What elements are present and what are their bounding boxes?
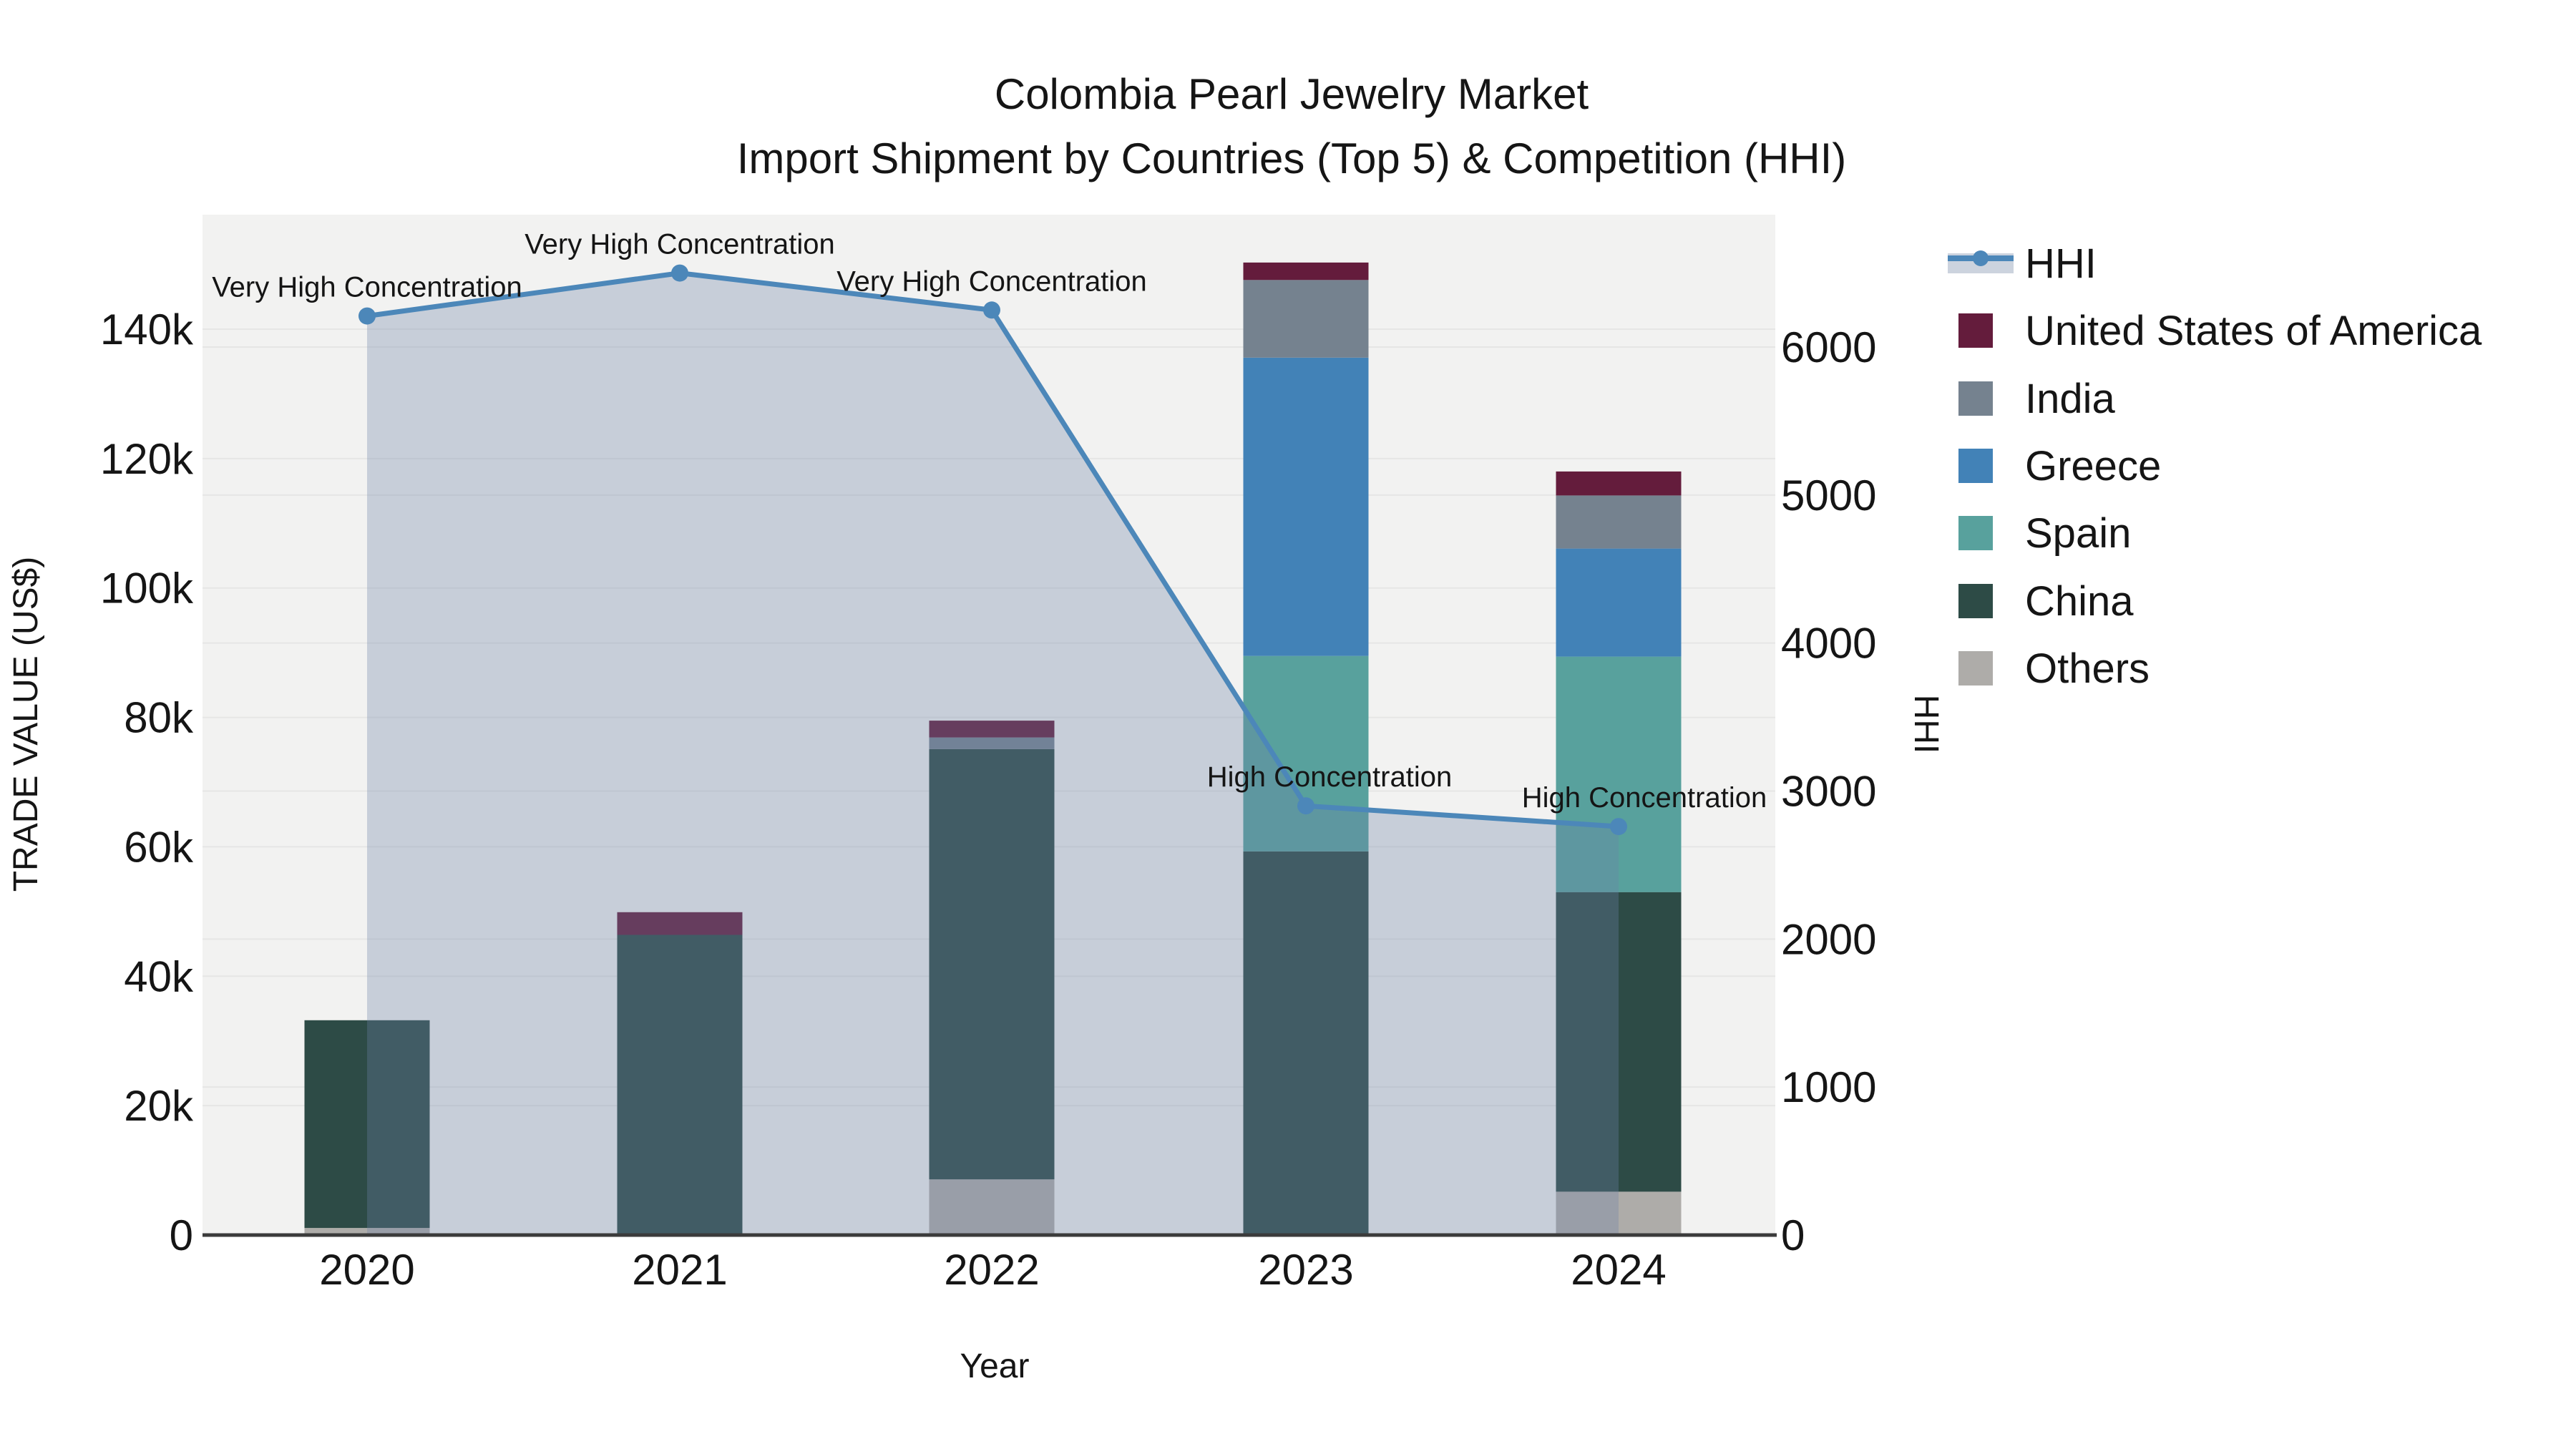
hhi-marker-2022 — [983, 301, 1000, 319]
legend-label-greece: Greece — [2025, 443, 2161, 489]
bar-segment-2023-india — [1243, 280, 1369, 358]
bar-segment-2022-india — [929, 737, 1055, 749]
legend-swatch-china — [1958, 584, 1993, 618]
y-left-tick-80k: 80k — [124, 694, 194, 742]
bar-segment-2023-greece — [1243, 357, 1369, 656]
bar-segment-2022-others — [929, 1179, 1055, 1235]
hhi-marker-2020 — [358, 307, 376, 325]
legend-swatch-india — [1958, 381, 1993, 416]
x-tick-2020: 2020 — [319, 1246, 414, 1294]
bar-segment-2024-spain — [1556, 656, 1682, 892]
x-tick-2024: 2024 — [1571, 1246, 1666, 1294]
y-left-axis-title: TRADE VALUE (US$) — [7, 557, 45, 892]
x-tick-2022: 2022 — [944, 1246, 1039, 1294]
legend-label-united-states-of-america: United States of America — [2025, 308, 2482, 354]
legend-swatch-spain — [1958, 516, 1993, 550]
annotation-2024: High Concentration — [1522, 782, 1767, 814]
bar-segment-2024-china — [1556, 892, 1682, 1192]
annotation-2022: Very High Concentration — [836, 265, 1147, 297]
y-left-tick-60k: 60k — [124, 823, 194, 871]
annotation-2023: High Concentration — [1207, 761, 1452, 793]
y-right-tick-3000: 3000 — [1781, 768, 1876, 816]
legend-swatch-others — [1958, 651, 1993, 686]
y-left-tick-0: 0 — [170, 1211, 193, 1259]
legend-label-hhi: HHI — [2025, 240, 2097, 287]
y-left-tick-100k: 100k — [100, 565, 194, 613]
x-tick-2023: 2023 — [1258, 1246, 1353, 1294]
annotation-2021: Very High Concentration — [525, 229, 835, 260]
bar-segment-2024-greece — [1556, 548, 1682, 657]
bar-segment-2024-united-states-of-america — [1556, 471, 1682, 496]
x-tick-2021: 2021 — [632, 1246, 727, 1294]
bar-segment-2024-others — [1556, 1191, 1682, 1235]
legend-swatch-greece — [1958, 449, 1993, 483]
y-right-tick-4000: 4000 — [1781, 620, 1876, 668]
y-right-tick-6000: 6000 — [1781, 323, 1876, 371]
tick-labels-group: 0 20k 40k 60k 80k 100k 120k 140k 0 1000 2000 3000 40… — [100, 306, 1877, 1294]
chart-title-line2: Import Shipment by Countries (Top 5) & C… — [737, 135, 1847, 182]
legend-label-spain: Spain — [2025, 510, 2131, 557]
hhi-line-group — [358, 264, 1627, 1236]
bar-segment-2022-china — [929, 748, 1055, 1180]
y-left-tick-120k: 120k — [100, 435, 194, 483]
legend: HHI United States of America India Greece Sp… — [1948, 240, 2482, 692]
legend-key-hhi-marker — [1973, 250, 1989, 266]
hhi-area-fill — [367, 273, 1619, 1236]
bar-segment-2023-united-states-of-america — [1243, 262, 1369, 280]
stacked-bars-group — [304, 262, 1682, 1235]
chart-title-line1: Colombia Pearl Jewelry Market — [995, 70, 1589, 118]
y-right-tick-1000: 1000 — [1781, 1063, 1876, 1111]
bar-segment-2020-china — [304, 1020, 430, 1229]
bar-segment-2021-united-states-of-america — [617, 912, 743, 935]
bar-segment-2020-others — [304, 1228, 430, 1235]
y-right-tick-2000: 2000 — [1781, 915, 1876, 963]
y-right-tick-5000: 5000 — [1781, 472, 1876, 519]
y-right-axis-title: HHI — [1907, 695, 1945, 754]
bar-segment-2023-china — [1243, 851, 1369, 1235]
legend-label-india: India — [2025, 376, 2116, 422]
bar-segment-2021-china — [617, 935, 743, 1235]
legend-label-china: China — [2025, 578, 2134, 625]
x-axis-title: Year — [960, 1347, 1030, 1385]
hhi-marker-2024 — [1610, 818, 1627, 836]
hhi-marker-2021 — [671, 264, 688, 282]
y-right-tick-0: 0 — [1781, 1211, 1805, 1259]
bar-segment-2024-india — [1556, 495, 1682, 549]
y-left-tick-140k: 140k — [100, 306, 194, 353]
annotation-2020: Very High Concentration — [212, 272, 522, 303]
y-left-tick-40k: 40k — [124, 952, 194, 1000]
hhi-marker-2023 — [1297, 797, 1314, 815]
legend-label-others: Others — [2025, 645, 2150, 692]
bar-segment-2022-united-states-of-america — [929, 721, 1055, 738]
bar-segment-2023-spain — [1243, 655, 1369, 852]
y-left-tick-20k: 20k — [124, 1082, 194, 1130]
legend-swatch-united-states-of-america — [1958, 313, 1993, 348]
